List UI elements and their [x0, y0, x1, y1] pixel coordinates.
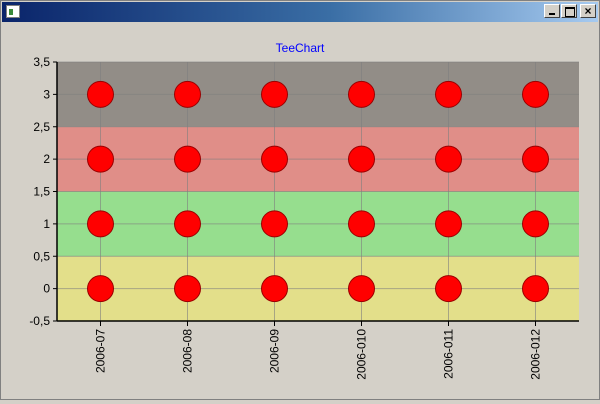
y-tick-label: 0	[43, 282, 50, 296]
x-tick-label: 2006-07	[94, 329, 108, 373]
chart: -0,5 0 0,5 1 1,5 2 2,5 3 3,5 2006-07 2006-08 2006-0…	[29, 41, 579, 380]
data-point	[522, 275, 549, 303]
y-tick-label: 1	[43, 217, 50, 231]
y-tick-label: 2,5	[33, 120, 50, 134]
data-point	[348, 210, 375, 238]
data-point	[261, 275, 288, 303]
y-tick-label: -0,5	[29, 314, 50, 328]
data-point	[87, 210, 114, 238]
x-tick-label: 2006-08	[181, 329, 195, 373]
y-tick-label: 0,5	[33, 249, 50, 263]
maximize-button[interactable]	[561, 4, 577, 18]
chart-area: -0,5 0 0,5 1 1,5 2 2,5 3 3,5 2006-07 2006-08 2006-0…	[1, 23, 599, 399]
data-point	[435, 275, 462, 303]
data-point	[174, 80, 201, 108]
title-bar[interactable]: ×	[2, 2, 598, 22]
data-point	[261, 145, 288, 173]
data-point	[348, 275, 375, 303]
data-point	[522, 210, 549, 238]
maximize-icon	[565, 7, 575, 17]
y-tick-label: 1,5	[33, 185, 50, 199]
x-tick-label: 2006-09	[268, 329, 282, 373]
data-point	[174, 210, 201, 238]
y-tick-label: 2	[43, 152, 50, 166]
data-point	[261, 210, 288, 238]
data-point	[174, 145, 201, 173]
data-point	[174, 275, 201, 303]
window-controls: ×	[543, 4, 596, 20]
data-point	[87, 145, 114, 173]
close-button[interactable]: ×	[580, 4, 596, 18]
data-point	[261, 80, 288, 108]
y-tick-label: 3	[43, 87, 50, 101]
data-point	[435, 210, 462, 238]
data-point	[87, 80, 114, 108]
x-tick-label: 2006-010	[355, 329, 369, 380]
data-point	[348, 80, 375, 108]
y-tick-label: 3,5	[33, 55, 50, 69]
x-tick-label: 2006-011	[442, 329, 456, 379]
x-tick-label: 2006-012	[529, 329, 543, 380]
data-point	[348, 145, 375, 173]
minimize-button[interactable]	[544, 4, 560, 18]
data-point	[435, 80, 462, 108]
data-point	[522, 80, 549, 108]
data-point	[87, 275, 114, 303]
chart-title: TeeChart	[276, 41, 325, 55]
data-point	[435, 145, 462, 173]
data-point	[522, 145, 549, 173]
minimize-icon	[549, 13, 555, 15]
close-icon: ×	[584, 4, 592, 18]
app-icon[interactable]	[6, 5, 20, 18]
